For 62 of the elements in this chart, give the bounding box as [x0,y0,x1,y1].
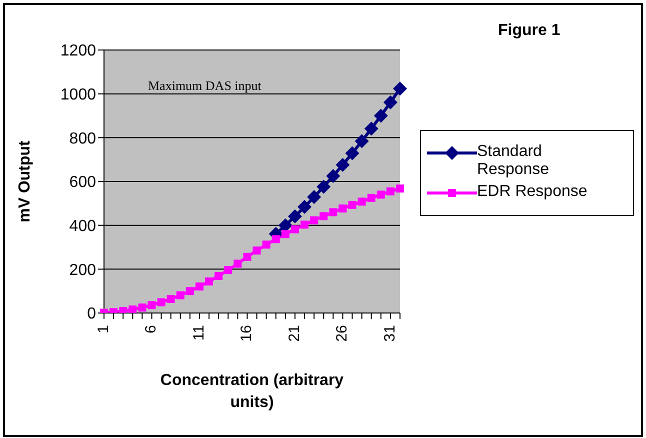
point [383,95,398,110]
y-tick-label: 0 [87,306,96,323]
y-tick-label: 400 [69,218,96,236]
point [348,200,356,209]
point [262,240,270,249]
x-tick-label: 31 [381,325,398,342]
y-tick-label: 800 [69,130,96,148]
x-tick-label: 11 [190,325,208,341]
point [298,200,312,214]
point [166,294,175,303]
point [195,282,204,290]
x-axis-title: Concentration (arbitrary units) [160,372,344,411]
point [374,108,388,123]
point [186,287,194,296]
point [376,190,385,199]
point [316,180,331,194]
x-tick-label: 16 [238,325,256,342]
point [307,190,322,204]
point [234,260,242,268]
point [393,82,407,96]
point [290,225,299,234]
x-tick-label: 21 [286,325,303,342]
point [358,198,366,206]
point [345,146,360,160]
y-axis-title: mV Output [16,140,34,222]
point [205,277,214,286]
point [281,230,290,238]
point [128,305,137,313]
point [354,134,369,148]
point [176,291,184,300]
point [396,184,404,193]
legend-label: Standard Response [477,143,550,179]
point [386,187,394,196]
y-tick-label: 600 [69,174,96,192]
point [243,252,252,261]
x-tick-label: 26 [334,325,351,342]
point [214,272,223,280]
point [138,304,146,312]
y-tick-label: 1000 [60,86,96,104]
point [288,209,302,224]
point [329,208,338,216]
point [252,246,261,255]
annotation: Maximum DAS input [148,78,262,93]
y-tick-label: 200 [69,262,96,279]
point [224,266,232,274]
point [338,204,347,212]
point [367,194,376,202]
x-tick-label: 1 [94,325,112,334]
point [364,122,378,136]
point [310,216,318,224]
point [272,235,280,244]
y-tick-label: 1200 [60,42,96,60]
point [148,301,156,310]
point [300,220,309,229]
point [278,218,292,232]
legend-label: EDR Response [477,183,588,201]
point [320,212,328,220]
x-tick-label: 6 [142,325,160,334]
text: Figure 1 [498,22,560,40]
point [326,169,340,184]
point [157,298,166,306]
point [336,158,350,172]
